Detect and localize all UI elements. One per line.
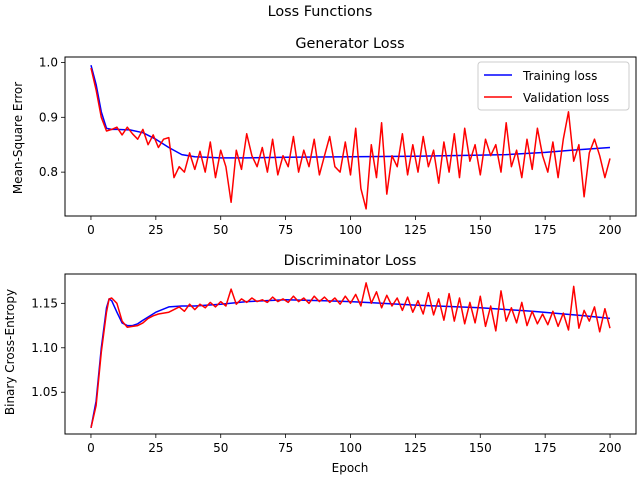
discriminator-loss-plot: Discriminator Loss Binary Cross-Entropy …: [3, 253, 637, 475]
discriminator-ylabel: Binary Cross-Entropy: [3, 289, 17, 415]
generator-xtick-label: 175: [534, 223, 557, 237]
discriminator-axes-frame: [64, 273, 637, 435]
discriminator-xtick-label: 175: [534, 441, 557, 455]
legend-validation-label: Validation loss: [523, 91, 609, 105]
discriminator-validation-loss-line: [90, 282, 611, 428]
generator-xtick-label: 0: [87, 223, 95, 237]
generator-axes-frame: [64, 56, 637, 217]
discriminator-xlabel: Epoch: [332, 461, 369, 475]
discriminator-loss-title: Discriminator Loss: [284, 253, 417, 269]
generator-xtick-label: 125: [404, 223, 427, 237]
generator-xtick-label: 75: [278, 223, 293, 237]
discriminator-xtick-label: 75: [278, 441, 293, 455]
legend-box: [477, 61, 630, 111]
discriminator-ytick-label: 1.15: [31, 296, 58, 310]
discriminator-xtick-label: 0: [87, 441, 95, 455]
generator-ytick-label: 0.8: [39, 165, 58, 179]
discriminator-xtick-label: 125: [404, 441, 427, 455]
generator-series: [90, 65, 611, 210]
discriminator-xtick-label: 100: [339, 441, 362, 455]
generator-xtick-label: 50: [213, 223, 228, 237]
generator-legend: Training loss Validation loss: [477, 61, 630, 111]
generator-ylabel: Mean-Square Error: [11, 82, 25, 194]
figure-suptitle: Loss Functions: [268, 4, 373, 20]
generator-xtick-label: 150: [469, 223, 492, 237]
generator-loss-plot: Generator Loss Mean-Square Error 0 25 50 75…: [11, 36, 637, 237]
legend-training-label: Training loss: [522, 69, 597, 83]
discriminator-xtick-label: 200: [599, 441, 622, 455]
discriminator-xtick-label: 50: [213, 441, 228, 455]
generator-xtick-label: 25: [148, 223, 163, 237]
discriminator-ytick-label: 1.10: [31, 341, 58, 355]
discriminator-xtick-label: 25: [148, 441, 163, 455]
generator-validation-loss-line: [90, 67, 611, 210]
generator-loss-title: Generator Loss: [295, 36, 404, 52]
generator-ticks: 0 25 50 75 100 125 150 175 200 0.8 0.9 1.0: [39, 55, 622, 237]
generator-xtick-label: 100: [339, 223, 362, 237]
discriminator-xtick-label: 150: [469, 441, 492, 455]
discriminator-series: [90, 282, 611, 428]
discriminator-ticks: 0 25 50 75 100 125 150 175 200 1.05 1.10 1.15: [31, 296, 621, 455]
generator-ytick-label: 1.0: [39, 55, 58, 69]
discriminator-ytick-label: 1.05: [31, 385, 58, 399]
generator-ytick-label: 0.9: [39, 110, 58, 124]
generator-xtick-label: 200: [599, 223, 622, 237]
